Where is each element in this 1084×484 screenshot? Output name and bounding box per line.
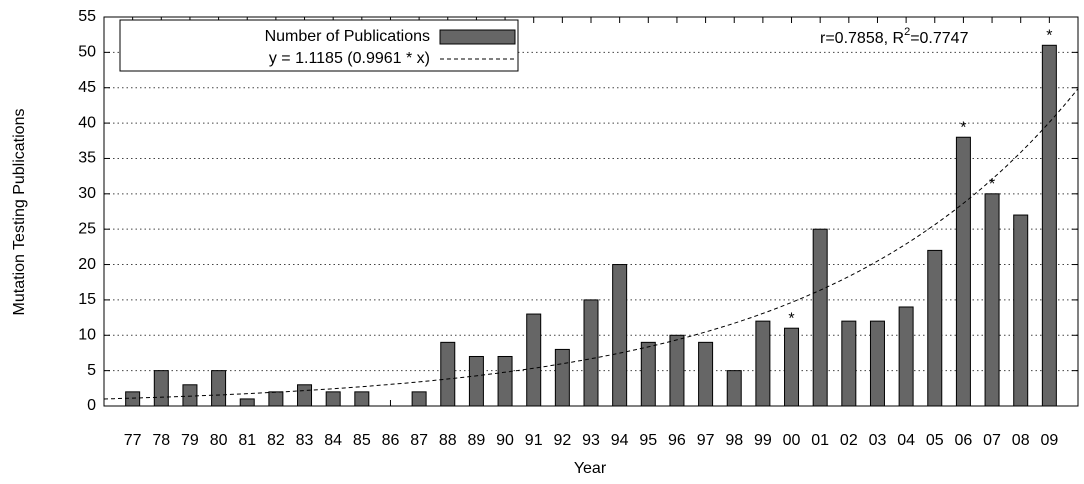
- stats-text: r=0.7858, R2=0.7747: [820, 26, 969, 47]
- x-tick-label: 94: [611, 432, 629, 449]
- bar: [669, 334, 685, 407]
- bar: [497, 355, 513, 407]
- y-tick-label: 0: [87, 397, 96, 414]
- annotation: *: [788, 310, 794, 327]
- legend-swatch: [439, 29, 516, 45]
- x-tick-label: 03: [869, 432, 887, 449]
- x-tick-label: 88: [439, 432, 457, 449]
- stats-rest: =0.7747: [910, 30, 968, 47]
- bar: [182, 384, 198, 407]
- y-tick-label: 50: [78, 44, 96, 61]
- y-tick-label: 45: [78, 79, 96, 96]
- x-tick-label: 80: [210, 432, 228, 449]
- legend-label: Number of Publications: [265, 28, 430, 45]
- y-tick-label: 30: [78, 185, 96, 202]
- bar: [869, 320, 885, 407]
- x-tick-label: 02: [840, 432, 858, 449]
- legend-box: [119, 19, 519, 72]
- bar: [411, 391, 427, 407]
- x-tick-label: 92: [553, 432, 571, 449]
- bar: [583, 299, 599, 407]
- x-tick-label: 85: [353, 432, 371, 449]
- bar: [325, 391, 341, 407]
- bar: [211, 370, 227, 407]
- bar: [640, 341, 656, 407]
- bar: [612, 264, 628, 407]
- bar: [755, 320, 771, 407]
- bar: [984, 193, 1000, 407]
- x-tick-label: 81: [238, 432, 256, 449]
- plot-frame: [103, 16, 1079, 407]
- x-tick-label: 97: [697, 432, 715, 449]
- bar: [698, 341, 714, 407]
- bar: [841, 320, 857, 407]
- y-tick-label: 20: [78, 256, 96, 273]
- bar: [440, 341, 456, 407]
- x-tick-label: 78: [152, 432, 170, 449]
- y-axis-label: Mutation Testing Publications: [11, 109, 28, 316]
- x-tick-label: 06: [955, 432, 973, 449]
- x-tick-label: 05: [926, 432, 944, 449]
- x-tick-label: 77: [124, 432, 142, 449]
- x-tick-label: 98: [725, 432, 743, 449]
- trend-line: [103, 88, 1079, 400]
- bar: [927, 249, 943, 407]
- x-tick-label: 08: [1012, 432, 1030, 449]
- x-tick-label: 86: [382, 432, 400, 449]
- bar: [153, 370, 169, 407]
- x-tick-label: 84: [324, 432, 342, 449]
- y-tick-label: 55: [78, 8, 96, 25]
- annotation: *: [989, 176, 995, 193]
- x-tick-label: 09: [1040, 432, 1058, 449]
- annotation: *: [1046, 28, 1052, 45]
- x-tick-label: 01: [811, 432, 829, 449]
- y-tick-label: 25: [78, 220, 96, 237]
- x-tick-label: 07: [983, 432, 1001, 449]
- x-tick-label: 91: [525, 432, 543, 449]
- bar: [297, 384, 313, 407]
- x-tick-label: 93: [582, 432, 600, 449]
- y-tick-label: 15: [78, 291, 96, 308]
- y-tick-label: 35: [78, 150, 96, 167]
- y-tick-label: 10: [78, 326, 96, 343]
- bar: [354, 391, 370, 407]
- x-tick-label: 96: [668, 432, 686, 449]
- bar: [726, 370, 742, 407]
- x-tick-label: 83: [296, 432, 314, 449]
- legend-label: y = 1.1185 (0.9961 * x): [269, 50, 430, 67]
- stats-sup: 2: [904, 26, 910, 38]
- y-tick-label: 40: [78, 114, 96, 131]
- bar: [526, 313, 542, 407]
- x-tick-label: 87: [410, 432, 428, 449]
- bar: [125, 391, 141, 407]
- x-tick-label: 90: [496, 432, 514, 449]
- bar: [898, 306, 914, 407]
- x-tick-label: 82: [267, 432, 285, 449]
- x-tick-label: 04: [897, 432, 915, 449]
- x-tick-label: 00: [783, 432, 801, 449]
- y-tick-label: 5: [87, 362, 96, 379]
- stats-main: r=0.7858, R: [820, 30, 904, 47]
- bar: [268, 391, 284, 407]
- bar: [784, 327, 800, 407]
- bar: [239, 398, 255, 407]
- x-axis-label: Year: [574, 460, 607, 477]
- x-tick-label: 89: [468, 432, 486, 449]
- annotation: *: [960, 119, 966, 136]
- bar: [812, 228, 828, 407]
- x-tick-label: 79: [181, 432, 199, 449]
- bar: [554, 348, 570, 407]
- x-tick-label: 95: [639, 432, 657, 449]
- bar: [1013, 214, 1029, 407]
- bar: [1041, 44, 1057, 407]
- bar: [468, 355, 484, 407]
- bar: [955, 136, 971, 407]
- x-tick-label: 99: [754, 432, 772, 449]
